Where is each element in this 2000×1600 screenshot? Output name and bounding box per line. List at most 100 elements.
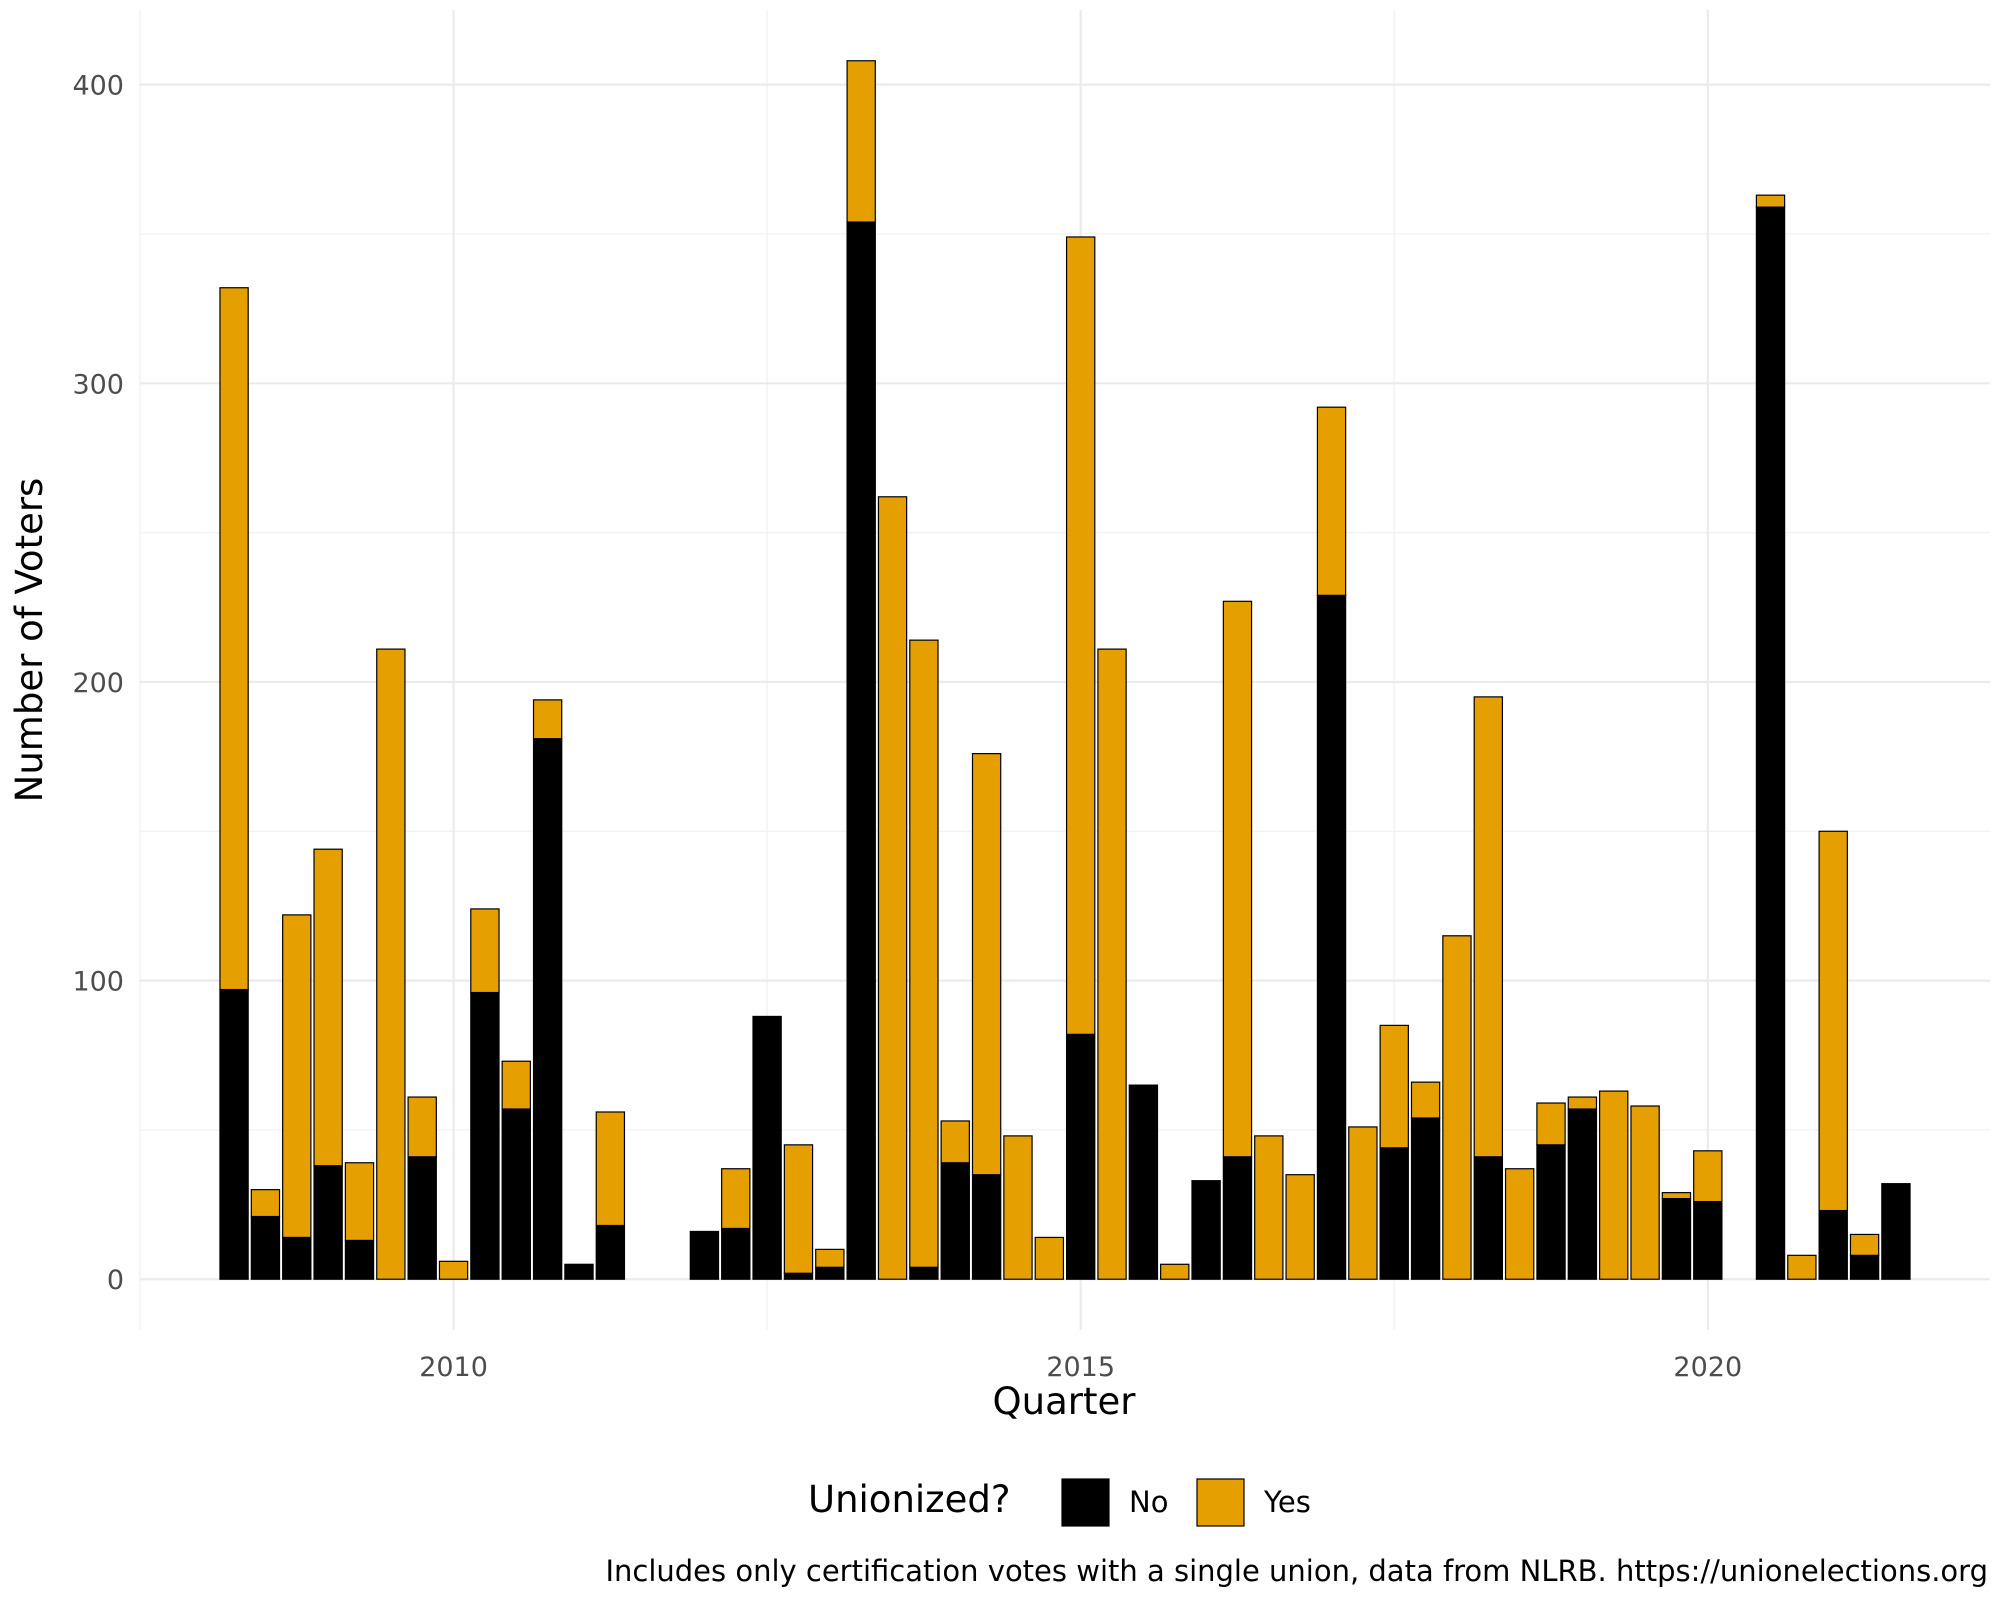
bar-no bbox=[1693, 1200, 1723, 1280]
bar-yes bbox=[1034, 1236, 1065, 1280]
bar-yes bbox=[1567, 1096, 1598, 1110]
bar-yes bbox=[250, 1189, 281, 1218]
bar-no bbox=[282, 1236, 312, 1280]
bar-no bbox=[595, 1224, 626, 1280]
bar-yes bbox=[595, 1111, 626, 1227]
bar-yes bbox=[1410, 1081, 1441, 1119]
bar-yes bbox=[1254, 1135, 1284, 1280]
legend-label-no: No bbox=[1129, 1485, 1168, 1519]
bar-yes bbox=[1661, 1192, 1692, 1200]
bar-no bbox=[1661, 1197, 1692, 1280]
bar-yes bbox=[1160, 1263, 1190, 1280]
bar-yes bbox=[1285, 1174, 1315, 1280]
bar-yes bbox=[1504, 1168, 1535, 1280]
bar-yes bbox=[1818, 830, 1848, 1212]
bar-no bbox=[313, 1165, 343, 1280]
bar-no bbox=[501, 1108, 531, 1280]
bar-no bbox=[1881, 1183, 1911, 1280]
bar-no bbox=[1755, 206, 1786, 1280]
bar-no bbox=[752, 1015, 782, 1280]
bar-no bbox=[1191, 1180, 1221, 1280]
y-tick-label: 200 bbox=[72, 668, 124, 699]
bar-yes bbox=[219, 287, 249, 991]
bar-yes bbox=[1473, 696, 1504, 1158]
bar-yes bbox=[1630, 1105, 1660, 1280]
bar-yes bbox=[1097, 648, 1127, 1280]
y-tick-label: 100 bbox=[72, 967, 124, 998]
bar-no bbox=[532, 738, 563, 1280]
x-axis-ticks: 2010 2015 2020 bbox=[419, 1352, 1742, 1383]
chart-caption: Includes only certification votes with a… bbox=[605, 1554, 1988, 1588]
bar-yes bbox=[1348, 1126, 1378, 1280]
bar-yes bbox=[1442, 935, 1472, 1280]
bar-no bbox=[564, 1263, 594, 1280]
bar-yes bbox=[376, 648, 406, 1280]
x-tick-label: 2020 bbox=[1673, 1352, 1742, 1383]
bar-yes bbox=[783, 1144, 814, 1274]
bar-yes bbox=[815, 1248, 845, 1268]
bar-yes bbox=[846, 60, 876, 223]
bar-no bbox=[1222, 1156, 1253, 1280]
bar-no bbox=[1316, 594, 1347, 1280]
bar-yes bbox=[1222, 600, 1253, 1158]
bar-no bbox=[1065, 1033, 1096, 1280]
bar-no bbox=[1536, 1144, 1566, 1280]
y-tick-label: 0 bbox=[107, 1265, 124, 1296]
bar-no bbox=[219, 988, 249, 1280]
bar-no bbox=[721, 1227, 751, 1280]
bar-no bbox=[1473, 1156, 1504, 1280]
bar-no bbox=[940, 1162, 970, 1280]
bar-no bbox=[1818, 1209, 1848, 1280]
bar-no bbox=[470, 991, 500, 1280]
bar-no bbox=[689, 1230, 720, 1280]
bar-no bbox=[909, 1266, 939, 1280]
bar-yes bbox=[501, 1060, 531, 1110]
x-axis-title: Quarter bbox=[993, 1380, 1137, 1423]
bar-no bbox=[407, 1156, 437, 1280]
bar-yes bbox=[1003, 1135, 1033, 1280]
bar-no bbox=[971, 1174, 1002, 1280]
y-axis-ticks: 0 100 200 300 400 bbox=[72, 71, 124, 1297]
bar-yes bbox=[909, 639, 939, 1268]
bar-yes bbox=[1599, 1090, 1629, 1280]
bar-yes bbox=[721, 1168, 751, 1230]
bar-no bbox=[815, 1266, 845, 1280]
bar-no bbox=[783, 1272, 814, 1280]
legend-label-yes: Yes bbox=[1263, 1485, 1311, 1519]
x-tick-label: 2010 bbox=[419, 1352, 488, 1383]
bar-no bbox=[1128, 1084, 1159, 1280]
bar-yes bbox=[282, 914, 312, 1239]
bar-yes bbox=[1316, 406, 1347, 596]
bar-yes bbox=[971, 753, 1002, 1176]
y-tick-label: 400 bbox=[72, 71, 124, 102]
y-tick-label: 300 bbox=[72, 369, 124, 400]
bar-yes bbox=[344, 1162, 375, 1242]
legend-swatch-no bbox=[1061, 1478, 1110, 1527]
bars-layer bbox=[219, 60, 1911, 1280]
bar-yes bbox=[940, 1120, 970, 1164]
bar-no bbox=[250, 1215, 281, 1280]
bar-yes bbox=[1693, 1150, 1723, 1203]
x-tick-label: 2015 bbox=[1046, 1352, 1115, 1383]
bar-yes bbox=[1065, 236, 1096, 1035]
legend-title: Unionized? bbox=[808, 1478, 1011, 1521]
bar-yes bbox=[1755, 194, 1786, 208]
bar-yes bbox=[313, 848, 343, 1167]
bar-yes bbox=[1379, 1024, 1409, 1149]
bar-yes bbox=[1536, 1102, 1566, 1146]
bar-yes bbox=[1849, 1233, 1880, 1256]
bar-no bbox=[1567, 1108, 1598, 1280]
bar-no bbox=[1849, 1254, 1880, 1280]
legend: Unionized? No Yes bbox=[808, 1478, 1311, 1527]
bar-yes bbox=[532, 699, 563, 740]
bar-yes bbox=[877, 496, 908, 1280]
y-axis-title: Number of Voters bbox=[8, 478, 51, 803]
bar-yes bbox=[438, 1260, 469, 1280]
bar-no bbox=[1379, 1147, 1409, 1280]
bar-yes bbox=[1787, 1254, 1817, 1280]
bar-no bbox=[344, 1239, 375, 1280]
bar-no bbox=[1410, 1117, 1441, 1280]
bar-yes bbox=[407, 1096, 437, 1158]
bar-yes bbox=[470, 908, 500, 994]
